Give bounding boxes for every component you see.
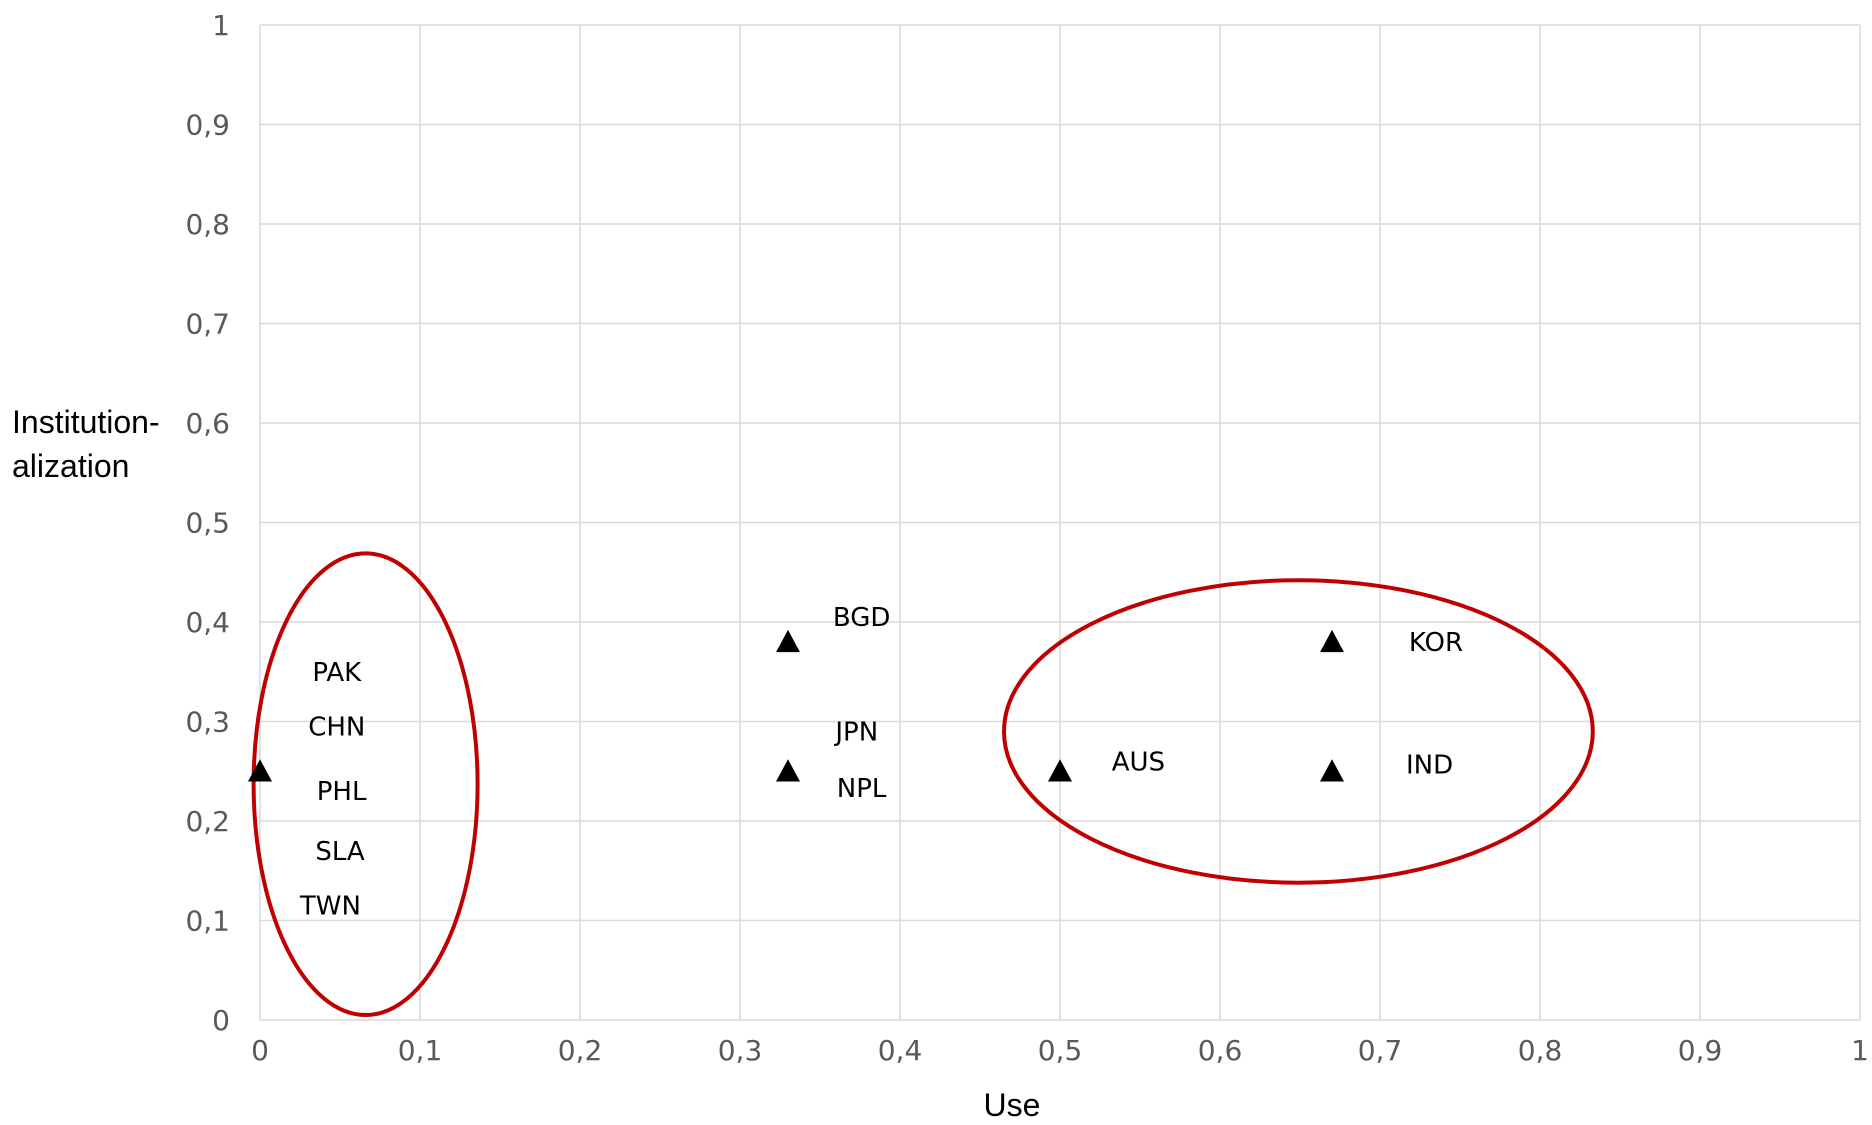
point-label: NPL	[837, 774, 887, 804]
y-tick-label: 0,2	[185, 805, 230, 838]
x-tick-label: 0,9	[1678, 1034, 1723, 1067]
point-label: PHL	[317, 777, 367, 807]
x-tick-label: 0,6	[1198, 1034, 1243, 1067]
y-tick-label: 1	[212, 9, 230, 42]
point-label: SLA	[315, 837, 365, 867]
point-label: KOR	[1409, 628, 1463, 658]
y-axis-title: alization	[12, 448, 129, 484]
x-tick-label: 0,4	[878, 1034, 923, 1067]
data-point-triangle	[1320, 629, 1344, 653]
cluster-ellipse	[251, 551, 480, 1018]
point-label: TWN	[299, 892, 361, 922]
point-label: JPN	[833, 717, 878, 747]
point-label: IND	[1406, 750, 1453, 780]
point-label: CHN	[308, 712, 365, 742]
x-tick-label: 0,7	[1358, 1034, 1403, 1067]
x-tick-label: 0,8	[1518, 1034, 1563, 1067]
data-point-triangle	[776, 629, 800, 653]
point-label: AUS	[1112, 747, 1165, 777]
data-point-triangle	[1320, 759, 1344, 782]
y-tick-label: 0,9	[185, 109, 230, 142]
x-tick-label: 0	[251, 1034, 269, 1067]
data-point-triangle	[248, 759, 272, 782]
x-tick-label: 0,1	[398, 1034, 443, 1067]
data-point-triangle	[1048, 759, 1072, 782]
x-tick-label: 1	[1851, 1034, 1869, 1067]
point-label: BGD	[833, 603, 891, 633]
y-axis-title: Institution-	[12, 404, 160, 440]
y-tick-label: 0,1	[185, 905, 230, 938]
x-tick-label: 0,2	[558, 1034, 603, 1067]
data-point-triangle	[776, 759, 800, 782]
y-tick-label: 0,5	[185, 507, 230, 540]
point-label: PAK	[312, 658, 362, 688]
y-tick-label: 0,3	[185, 706, 230, 739]
y-tick-label: 0	[212, 1004, 230, 1037]
x-axis-title: Use	[984, 1087, 1041, 1123]
y-tick-label: 0,8	[185, 208, 230, 241]
y-tick-label: 0,6	[185, 407, 230, 440]
y-tick-label: 0,4	[185, 606, 230, 639]
x-tick-label: 0,3	[718, 1034, 763, 1067]
cluster-ellipse	[1002, 578, 1595, 885]
x-tick-label: 0,5	[1038, 1034, 1083, 1067]
y-tick-label: 0,7	[185, 308, 230, 341]
